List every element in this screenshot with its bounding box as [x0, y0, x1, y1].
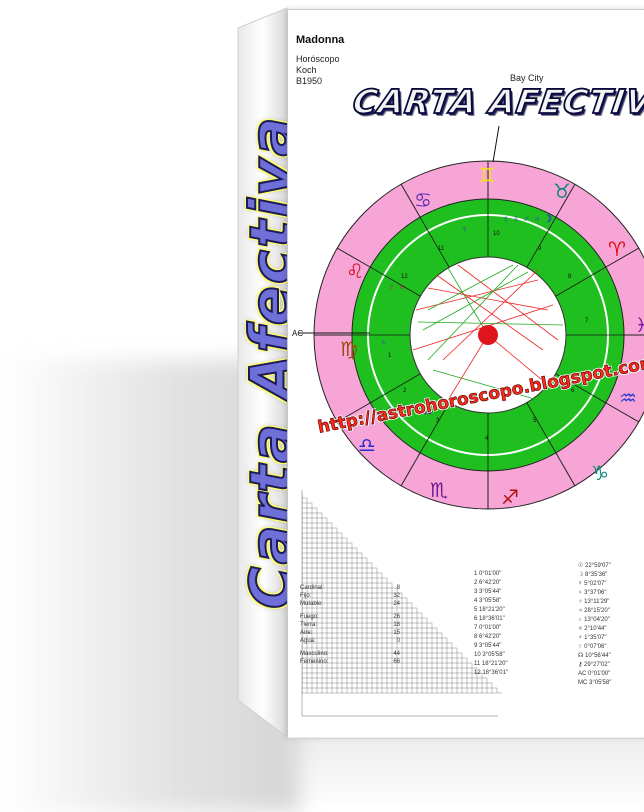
floor-reflection	[287, 737, 644, 812]
cusp-row: 3 3°05'44"	[474, 589, 502, 595]
center-point	[478, 325, 498, 345]
house-number: 3	[436, 418, 440, 424]
meta-line: Horóscopo	[296, 54, 340, 64]
sign-dividers	[314, 161, 644, 509]
planet-row: ♇ 0°07'06"	[578, 644, 607, 650]
ac-label: AC	[292, 329, 303, 338]
planet-glyphs: ♀ ☿ ♂ ♃ ☽ ♆ ♇ ♅ ♄ ♀ ☊ ♃	[380, 214, 562, 417]
house-number: 9	[538, 246, 542, 252]
svg-text:♃: ♃	[554, 378, 562, 389]
cusp-row: 1 0°01'00"	[474, 571, 502, 577]
sign-glyph: ♊	[478, 163, 496, 187]
stat-row: Cardinal: 8	[300, 585, 400, 591]
sign-glyph: ♎	[358, 433, 376, 457]
planet-row: AC 0°01'00"	[578, 671, 611, 677]
cusp-row: 10 3°05'58"	[474, 652, 505, 658]
house-number: 7	[585, 318, 589, 324]
svg-text:☊: ☊	[423, 406, 432, 417]
planet-row: ♅ 2°10'44"	[578, 626, 607, 632]
stat-row: Aire: 15	[300, 630, 400, 636]
sign-glyph: ♓	[635, 313, 644, 337]
planet-row: MC 3°05'58"	[578, 680, 612, 686]
planet-row: ☽ 8°35'36"	[578, 572, 608, 578]
svg-text:♆: ♆	[461, 224, 469, 235]
house-number: 4	[485, 436, 489, 442]
stat-row: Tierra: 18	[300, 622, 400, 628]
house-number: 11	[438, 246, 445, 252]
planet-row: ♀ 3°37'06"	[578, 590, 607, 596]
planet-row: ⚷ 29°27'02"	[578, 662, 610, 668]
stat-row: Mutable: 24	[300, 601, 400, 607]
stat-row: Agua: 0	[300, 638, 400, 644]
planet-row: ☊ 10°56'44"	[578, 653, 611, 659]
planet-row: ♃ 28°15'20"	[578, 608, 610, 614]
sign-glyph: ♍	[340, 337, 358, 361]
house-number: 10	[493, 231, 500, 237]
sign-glyph: ♉	[553, 179, 571, 203]
aspect-triangle	[302, 493, 502, 694]
house-number: 1	[388, 353, 392, 359]
mc-line	[492, 125, 500, 163]
house-number: 5	[533, 418, 537, 424]
stat-row: Fijo: 32	[300, 593, 400, 599]
cusp-row: 2 6°42'20"	[474, 580, 502, 586]
sign-glyph: ♈	[608, 237, 626, 261]
sign-glyph: ♏	[430, 478, 448, 502]
planet-row: ♆ 1°35'07"	[578, 635, 607, 641]
house-number: 12	[401, 274, 408, 280]
planet-row: ♄ 13°04'20"	[578, 617, 610, 623]
svg-text:♀ ☿ ♂ ♃ ☽: ♀ ☿ ♂ ♃ ☽	[502, 214, 552, 225]
meta-line: B1950	[296, 76, 323, 86]
chart-meta: Horóscopo Koch B1950	[296, 54, 340, 87]
aspect-triangle-lines	[302, 493, 502, 694]
house-number: 6	[571, 388, 575, 394]
svg-text:♇ ♅: ♇ ♅	[388, 282, 406, 293]
house-numbers: 1 2 3 4 5 6 7 8 9 10 11 12	[388, 231, 589, 442]
sign-glyph: ♋	[414, 188, 432, 212]
house-cusps: 1 0°01'00" 2 6°42'20" 3 3°05'44" 4 3°05'…	[474, 570, 508, 678]
house-dividers	[352, 199, 624, 471]
planet-row: ☉ 22°59'07"	[578, 563, 611, 569]
sign-glyph: ♌	[346, 259, 364, 283]
cusp-row: 9 3°05'44"	[474, 643, 502, 649]
cusp-row: 8 6°42'20"	[474, 634, 502, 640]
sign-glyph: ♐	[501, 485, 519, 509]
stat-row: Femenino: 66	[300, 659, 400, 665]
element-stats: Cardinal: 8 Fijo: 32 Mutable: 24 Fuego: 26 T…	[300, 584, 400, 666]
cusp-row: 5 18°21'20"	[474, 607, 505, 613]
sign-glyph: ♑	[591, 461, 609, 485]
sign-glyph: ♒	[619, 386, 637, 410]
planet-positions: ☉ 22°59'07" ☽ 8°35'36" ☿ 5°02'07" ♀ 3°37…	[578, 562, 611, 688]
svg-text:♀: ♀	[386, 404, 394, 415]
planet-row: ♂ 13°11'29"	[578, 599, 610, 605]
cusp-row: 4 3°05'58"	[474, 598, 502, 604]
box-front-cover: Madonna Horóscopo Koch B1950 Bay City	[287, 9, 644, 739]
zodiac-wheel: AC ♋ ♊ ♉ ♈ ♓ ♒ ♑ ♐	[292, 125, 644, 717]
cusp-row: 11 18°21'20"	[474, 661, 508, 667]
aspect-lines	[412, 264, 564, 401]
cusp-row: 7 0°01'00"	[474, 625, 502, 631]
chart-name: Madonna	[296, 34, 345, 46]
chart-city: Bay City	[510, 73, 544, 83]
cusp-row: 6 18°36'01"	[474, 616, 505, 622]
stat-row: Fuego: 26	[300, 614, 400, 620]
house-number: 8	[568, 274, 572, 280]
stat-row: Masculino: 44	[300, 651, 400, 657]
sign-glyphs: ♋ ♊ ♉ ♈ ♓ ♒ ♑ ♐ ♏ ♎ ♍ ♌	[340, 163, 644, 509]
planet-row: ☿ 5°02'07"	[578, 581, 607, 587]
cover-title: CARTA AFECTIVA	[350, 81, 644, 122]
house-number: 2	[403, 388, 407, 394]
spine-title: Carta Afectiva	[236, 114, 306, 610]
meta-line: Koch	[296, 65, 317, 75]
cusp-row: 12 18°36'01"	[474, 670, 509, 676]
svg-text:♄: ♄	[380, 337, 388, 348]
